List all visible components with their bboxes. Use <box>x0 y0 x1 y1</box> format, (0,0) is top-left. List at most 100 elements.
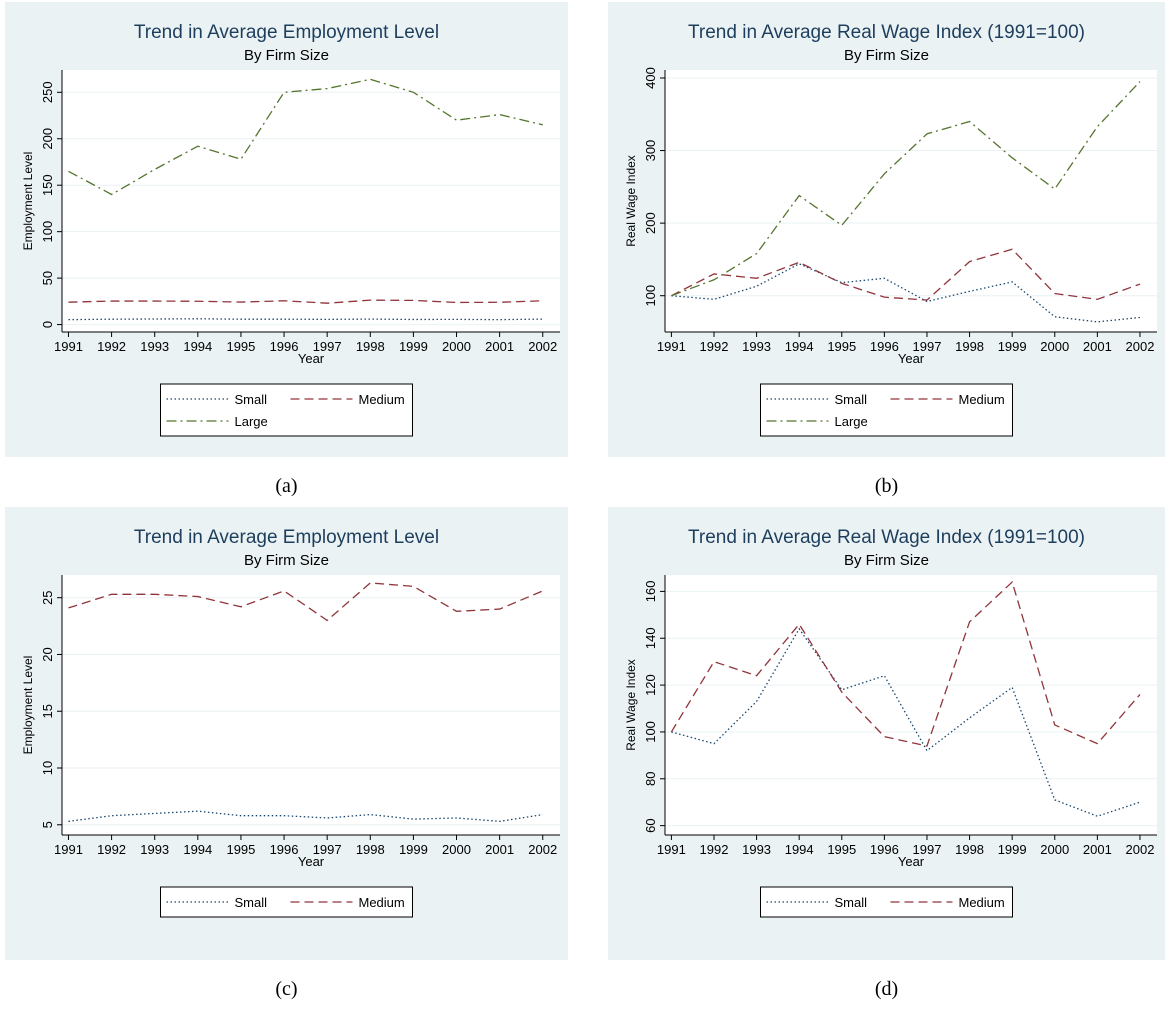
legend-label: Small <box>235 392 268 407</box>
y-tick-label: 50 <box>40 271 55 285</box>
x-tick-label: 1998 <box>356 842 385 857</box>
x-tick-label: 1992 <box>700 339 729 354</box>
legend-box <box>160 383 413 437</box>
y-tick-label: 400 <box>643 67 658 89</box>
x-tick-label: 1994 <box>183 339 212 354</box>
y-axis-title: Employment Level <box>21 656 35 755</box>
x-tick-label: 1995 <box>827 842 856 857</box>
x-axis-title: Year <box>898 351 925 366</box>
legend-box <box>760 383 1013 437</box>
x-tick-label: 2002 <box>1126 842 1155 857</box>
legend-label: Medium <box>359 895 405 910</box>
x-tick-label: 1991 <box>54 339 83 354</box>
caption: (a) <box>275 475 298 497</box>
x-tick-label: 2001 <box>485 842 514 857</box>
x-tick-label: 1995 <box>827 339 856 354</box>
x-tick-label: 2002 <box>528 842 557 857</box>
y-tick-label: 20 <box>40 647 55 661</box>
y-tick-label: 100 <box>643 285 658 307</box>
y-tick-label: 140 <box>643 627 658 649</box>
series-line <box>68 810 543 823</box>
chart-subtitle: By Firm Size <box>844 47 929 64</box>
x-tick-label: 1997 <box>313 339 342 354</box>
x-tick-label: 1991 <box>657 842 686 857</box>
x-tick-label: 1993 <box>140 339 169 354</box>
x-tick-label: 1995 <box>226 339 255 354</box>
x-tick-label: 2002 <box>528 339 557 354</box>
chart-panel: Trend in Average Real Wage Index (1991=1… <box>608 507 1165 960</box>
x-axis-title: Year <box>298 854 325 869</box>
x-tick-label: 1997 <box>313 842 342 857</box>
x-axis-title: Year <box>898 854 925 869</box>
x-tick-label: 1994 <box>183 842 212 857</box>
x-tick-label: 1993 <box>742 842 771 857</box>
series-line <box>671 263 1141 323</box>
y-tick-label: 60 <box>643 818 658 832</box>
y-tick-label: 300 <box>643 140 658 162</box>
series-line <box>68 78 543 196</box>
chart-subtitle: By Firm Size <box>244 47 329 64</box>
chart-subtitle: By Firm Size <box>244 552 329 569</box>
chart-panel: Trend in Average Employment Level By Firm… <box>5 507 568 960</box>
x-tick-label: 1992 <box>97 339 126 354</box>
y-tick-label: 200 <box>643 212 658 234</box>
y-tick-label: 5 <box>40 821 55 828</box>
y-tick-label: 0 <box>40 321 55 328</box>
x-tick-label: 1996 <box>870 842 899 857</box>
x-axis-title: Year <box>298 351 325 366</box>
x-tick-label: 2001 <box>1083 842 1112 857</box>
y-axis-title: Real Wage Index <box>624 659 638 751</box>
y-tick-label: 10 <box>40 761 55 775</box>
x-tick-label: 1998 <box>356 339 385 354</box>
x-tick-label: 1995 <box>226 842 255 857</box>
x-tick-label: 1996 <box>870 339 899 354</box>
x-tick-label: 1991 <box>657 339 686 354</box>
series-line <box>68 299 543 304</box>
series-line <box>670 580 1141 747</box>
x-tick-label: 1999 <box>998 339 1027 354</box>
chart-title: Trend in Average Employment Level <box>134 527 439 548</box>
caption: (d) <box>874 978 899 1000</box>
x-tick-label: 1991 <box>54 842 83 857</box>
series-line <box>671 81 1141 297</box>
x-tick-label: 1993 <box>140 842 169 857</box>
legend-label: Small <box>235 895 268 910</box>
legend-label: Medium <box>959 895 1005 910</box>
x-tick-label: 2000 <box>442 842 471 857</box>
y-axis-title: Employment Level <box>21 152 35 251</box>
y-tick-label: 120 <box>643 674 658 696</box>
x-tick-label: 2001 <box>1083 339 1112 354</box>
x-tick-label: 1996 <box>270 842 299 857</box>
chart-subtitle: By Firm Size <box>844 552 929 569</box>
chart-title: Trend in Average Real Wage Index (1991=1… <box>688 527 1085 548</box>
y-axis-title: Real Wage Index <box>624 155 638 247</box>
x-tick-label: 2002 <box>1126 339 1155 354</box>
legend-label: Large <box>235 414 268 429</box>
chart-title: Trend in Average Real Wage Index (1991=1… <box>688 22 1085 43</box>
y-tick-label: 150 <box>40 174 55 196</box>
y-tick-label: 160 <box>643 581 658 603</box>
x-tick-label: 1994 <box>785 842 814 857</box>
x-tick-label: 2000 <box>1040 842 1069 857</box>
chart-panel: Trend in Average Real Wage Index (1991=1… <box>608 2 1165 457</box>
plot-area <box>665 575 1157 835</box>
legend-label: Medium <box>359 392 405 407</box>
plot-area <box>62 575 560 835</box>
plot-area <box>665 70 1157 332</box>
caption: (b) <box>874 475 899 497</box>
y-tick-label: 100 <box>40 221 55 243</box>
y-tick-label: 250 <box>40 81 55 103</box>
plot-area <box>62 70 560 332</box>
legend-label: Small <box>835 895 868 910</box>
x-tick-label: 1997 <box>913 339 942 354</box>
x-tick-label: 1993 <box>742 339 771 354</box>
x-tick-label: 1992 <box>700 842 729 857</box>
legend-label: Small <box>835 392 868 407</box>
x-tick-label: 1999 <box>399 339 428 354</box>
y-tick-label: 80 <box>643 772 658 786</box>
y-tick-label: 15 <box>40 704 55 718</box>
y-tick-label: 100 <box>643 721 658 743</box>
series-line <box>671 248 1141 301</box>
x-tick-label: 1997 <box>913 842 942 857</box>
